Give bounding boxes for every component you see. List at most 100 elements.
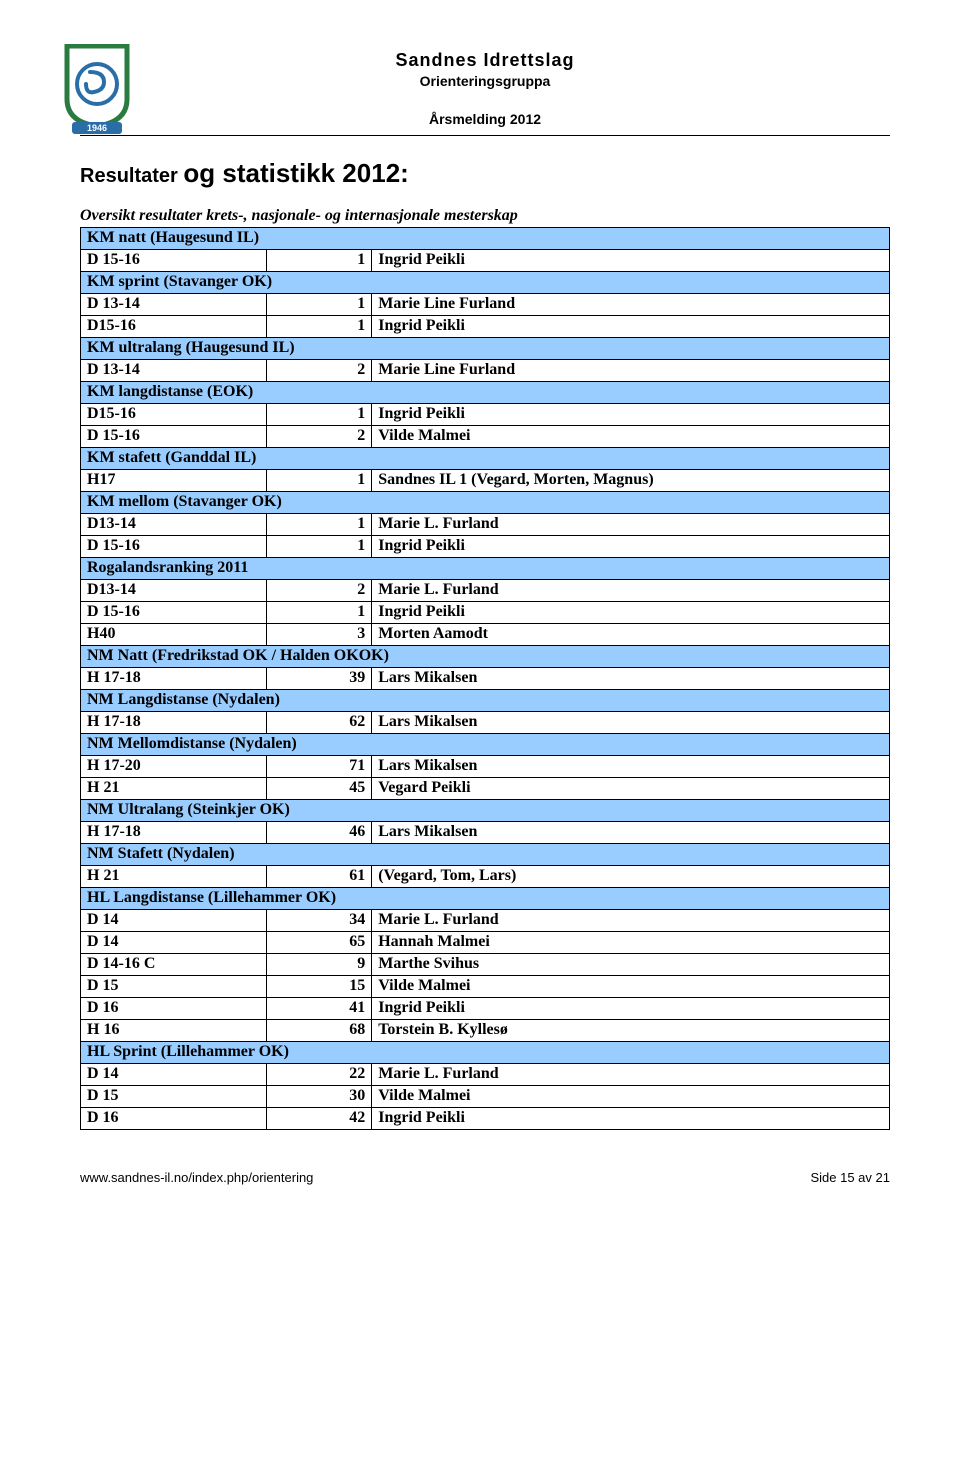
place-cell: 1 (267, 250, 372, 272)
section-row: NM Ultralang (Steinkjer OK) (81, 800, 890, 822)
name-cell: Marie L. Furland (372, 1064, 890, 1086)
header-text: Sandnes Idrettslag Orienteringsgruppa År… (80, 50, 890, 127)
place-cell: 61 (267, 866, 372, 888)
data-row: D 1515Vilde Malmei (81, 976, 890, 998)
name-cell: (Vegard, Tom, Lars) (372, 866, 890, 888)
class-cell: H 17-18 (81, 668, 267, 690)
class-cell: D 15-16 (81, 536, 267, 558)
class-cell: H40 (81, 624, 267, 646)
section-label: NM Mellomdistanse (Nydalen) (81, 734, 890, 756)
section-row: KM stafett (Ganddal IL) (81, 448, 890, 470)
class-cell: D 13-14 (81, 294, 267, 316)
name-cell: Ingrid Peikli (372, 536, 890, 558)
header-divider (80, 135, 890, 136)
name-cell: Vilde Malmei (372, 426, 890, 448)
class-cell: D 14-16 C (81, 954, 267, 976)
section-label: KM sprint (Stavanger OK) (81, 272, 890, 294)
name-cell: Vilde Malmei (372, 1086, 890, 1108)
section-label: KM mellom (Stavanger OK) (81, 492, 890, 514)
place-cell: 2 (267, 360, 372, 382)
section-row: KM sprint (Stavanger OK) (81, 272, 890, 294)
data-row: D 1530Vilde Malmei (81, 1086, 890, 1108)
name-cell: Sandnes IL 1 (Vegard, Morten, Magnus) (372, 470, 890, 492)
name-cell: Ingrid Peikli (372, 250, 890, 272)
data-row: H 1668Torstein B. Kyllesø (81, 1020, 890, 1042)
place-cell: 30 (267, 1086, 372, 1108)
place-cell: 1 (267, 470, 372, 492)
subtitle: Oversikt resultater krets-, nasjonale- o… (80, 207, 890, 225)
data-row: D 1641Ingrid Peikli (81, 998, 890, 1020)
data-row: D 1465Hannah Malmei (81, 932, 890, 954)
section-row: KM langdistanse (EOK) (81, 382, 890, 404)
place-cell: 1 (267, 514, 372, 536)
name-cell: Marie L. Furland (372, 580, 890, 602)
data-row: H 17-1839Lars Mikalsen (81, 668, 890, 690)
data-row: H 17-1846Lars Mikalsen (81, 822, 890, 844)
data-row: D13-142Marie L. Furland (81, 580, 890, 602)
section-row: KM natt (Haugesund IL) (81, 228, 890, 250)
section-row: NM Langdistanse (Nydalen) (81, 690, 890, 712)
place-cell: 42 (267, 1108, 372, 1130)
place-cell: 34 (267, 910, 372, 932)
class-cell: D15-16 (81, 404, 267, 426)
place-cell: 1 (267, 294, 372, 316)
name-cell: Lars Mikalsen (372, 712, 890, 734)
results-table: KM natt (Haugesund IL)D 15-161Ingrid Pei… (80, 227, 890, 1130)
name-cell: Marie Line Furland (372, 360, 890, 382)
place-cell: 15 (267, 976, 372, 998)
class-cell: H 17-20 (81, 756, 267, 778)
place-cell: 3 (267, 624, 372, 646)
data-row: D 14-16 C9Marthe Svihus (81, 954, 890, 976)
data-row: D13-141Marie L. Furland (81, 514, 890, 536)
report-year: Årsmelding 2012 (80, 111, 890, 127)
section-label: KM langdistanse (EOK) (81, 382, 890, 404)
class-cell: D 13-14 (81, 360, 267, 382)
sub-name: Orienteringsgruppa (80, 73, 890, 89)
club-logo: 1946 (62, 44, 132, 141)
data-row: H 2145Vegard Peikli (81, 778, 890, 800)
name-cell: Ingrid Peikli (372, 404, 890, 426)
section-label: NM Natt (Fredrikstad OK / Halden OKOK) (81, 646, 890, 668)
section-row: Rogalandsranking 2011 (81, 558, 890, 580)
data-row: D 1422Marie L. Furland (81, 1064, 890, 1086)
data-row: D 15-161Ingrid Peikli (81, 250, 890, 272)
class-cell: D 15 (81, 1086, 267, 1108)
class-cell: D 14 (81, 910, 267, 932)
name-cell: Lars Mikalsen (372, 756, 890, 778)
name-cell: Ingrid Peikli (372, 316, 890, 338)
section-label: KM stafett (Ganddal IL) (81, 448, 890, 470)
title-part1: Resultater (80, 165, 183, 187)
data-row: D 13-142Marie Line Furland (81, 360, 890, 382)
name-cell: Marie L. Furland (372, 514, 890, 536)
data-row: D 15-162Vilde Malmei (81, 426, 890, 448)
class-cell: H 17-18 (81, 822, 267, 844)
section-label: Rogalandsranking 2011 (81, 558, 890, 580)
name-cell: Hannah Malmei (372, 932, 890, 954)
section-row: NM Mellomdistanse (Nydalen) (81, 734, 890, 756)
name-cell: Lars Mikalsen (372, 822, 890, 844)
place-cell: 46 (267, 822, 372, 844)
footer-page: Side 15 av 21 (810, 1170, 890, 1185)
place-cell: 68 (267, 1020, 372, 1042)
data-row: H403Morten Aamodt (81, 624, 890, 646)
data-row: H 17-2071Lars Mikalsen (81, 756, 890, 778)
data-row: H 2161(Vegard, Tom, Lars) (81, 866, 890, 888)
name-cell: Ingrid Peikli (372, 1108, 890, 1130)
data-row: D 15-161Ingrid Peikli (81, 536, 890, 558)
name-cell: Lars Mikalsen (372, 668, 890, 690)
place-cell: 2 (267, 580, 372, 602)
class-cell: D 15-16 (81, 250, 267, 272)
place-cell: 2 (267, 426, 372, 448)
place-cell: 45 (267, 778, 372, 800)
class-cell: D 14 (81, 1064, 267, 1086)
class-cell: D 16 (81, 1108, 267, 1130)
section-label: NM Langdistanse (Nydalen) (81, 690, 890, 712)
org-name: Sandnes Idrettslag (80, 50, 890, 71)
class-cell: H 16 (81, 1020, 267, 1042)
footer: www.sandnes-il.no/index.php/orientering … (80, 1170, 890, 1185)
class-cell: H 21 (81, 778, 267, 800)
data-row: D 1642Ingrid Peikli (81, 1108, 890, 1130)
section-label: KM natt (Haugesund IL) (81, 228, 890, 250)
data-row: H171Sandnes IL 1 (Vegard, Morten, Magnus… (81, 470, 890, 492)
name-cell: Torstein B. Kyllesø (372, 1020, 890, 1042)
